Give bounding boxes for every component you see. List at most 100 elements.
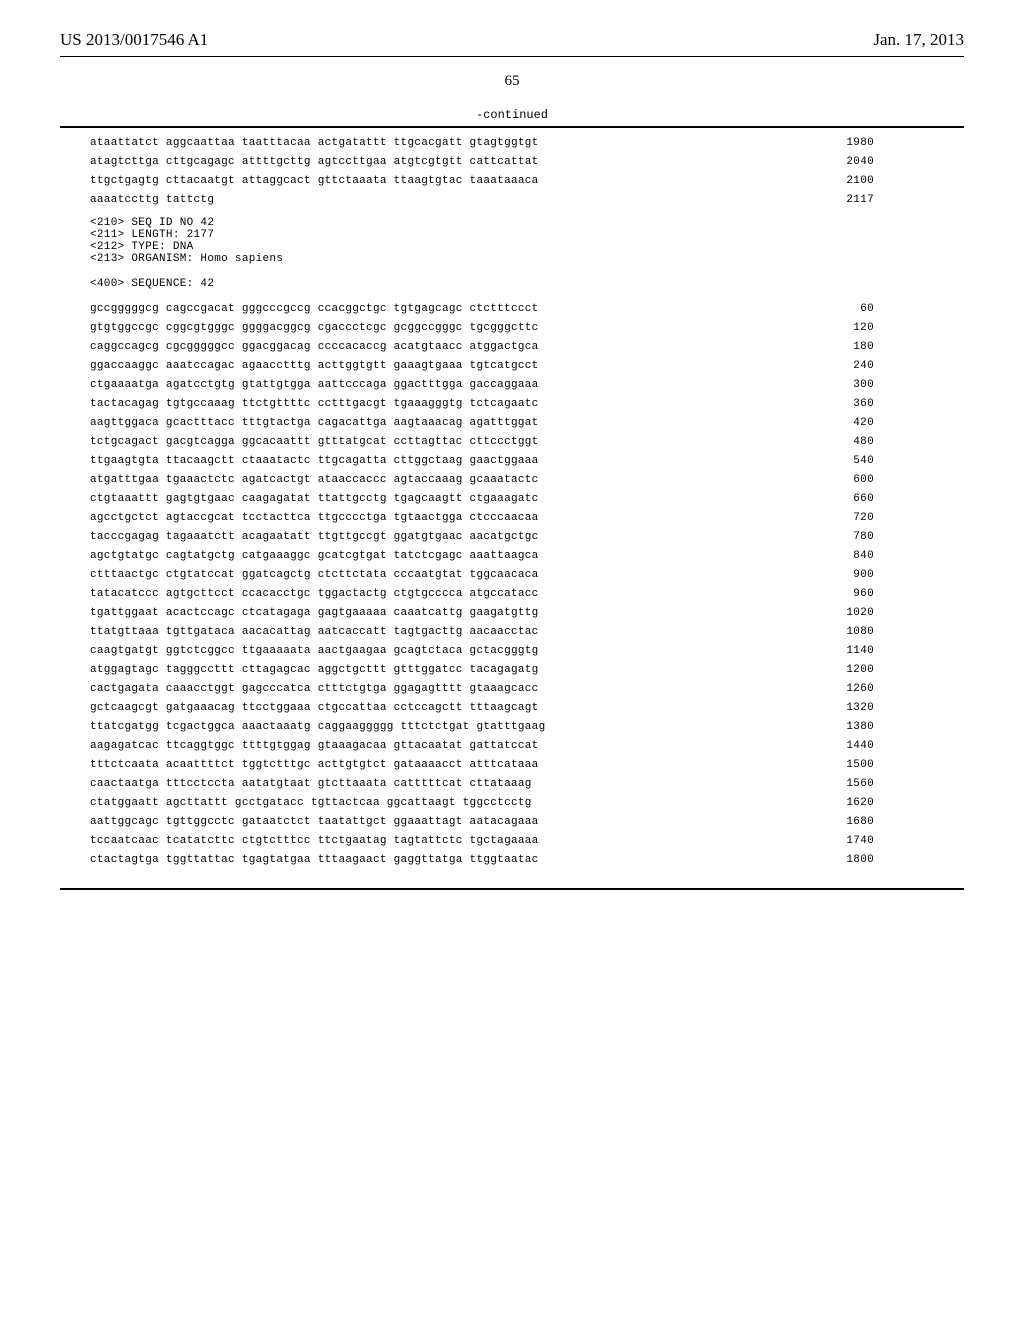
sequence-position: 1800 [824,855,874,866]
sequence-position: 1080 [824,627,874,638]
sequence-line: tacccgagag tagaaatctt acagaatatt ttgttgc… [60,532,964,543]
sequence-line: tactacagag tgtgccaaag ttctgttttc cctttga… [60,399,964,410]
sequence-position: 240 [824,361,874,372]
sequence-position: 2100 [824,176,874,187]
seq41-tail-block: ataattatct aggcaattaa taatttacaa actgata… [60,138,964,206]
sequence-text: gccgggggcg cagccgacat gggcccgccg ccacggc… [90,304,539,315]
patent-number: US 2013/0017546 A1 [60,30,208,50]
sequence-text: ctactagtga tggttattac tgagtatgaa tttaaga… [90,855,539,866]
sequence-position: 1620 [824,798,874,809]
sequence-text: aagttggaca gcactttacc tttgtactga cagacat… [90,418,539,429]
sequence-text: ataattatct aggcaattaa taatttacaa actgata… [90,138,539,149]
sequence-line: caagtgatgt ggtctcggcc ttgaaaaata aactgaa… [60,646,964,657]
sequence-line: atgatttgaa tgaaactctc agatcactgt ataacca… [60,475,964,486]
seq-organism-line: <213> ORGANISM: Homo sapiens [60,254,964,265]
seq-type-line: <212> TYPE: DNA [60,242,964,253]
sequence-line: tccaatcaac tcatatcttc ctgtctttcc ttctgaa… [60,836,964,847]
sequence-text: ggaccaaggc aaatccagac agaacctttg acttggt… [90,361,539,372]
sequence-position: 300 [824,380,874,391]
sequence-line: tttctcaata acaattttct tggtctttgc acttgtg… [60,760,964,771]
seq-id-line: <210> SEQ ID NO 42 [60,218,964,229]
sequence-text: tttctcaata acaattttct tggtctttgc acttgtg… [90,760,539,771]
sequence-position: 360 [824,399,874,410]
sequence-line: tctgcagact gacgtcagga ggcacaattt gtttatg… [60,437,964,448]
publication-date: Jan. 17, 2013 [873,30,964,50]
sequence-line: gccgggggcg cagccgacat gggcccgccg ccacggc… [60,304,964,315]
sequence-text: cactgagata caaacctggt gagcccatca ctttctg… [90,684,539,695]
sequence-text: caggccagcg cgcgggggcc ggacggacag ccccaca… [90,342,539,353]
seq42-header: <210> SEQ ID NO 42 <211> LENGTH: 2177 <2… [60,218,964,265]
sequence-position: 840 [824,551,874,562]
sequence-text: atgatttgaa tgaaactctc agatcactgt ataacca… [90,475,539,486]
sequence-position: 600 [824,475,874,486]
seq-length-line: <211> LENGTH: 2177 [60,230,964,241]
sequence-text: atggagtagc tagggccttt cttagagcac aggctgc… [90,665,539,676]
sequence-line: agctgtatgc cagtatgctg catgaaaggc gcatcgt… [60,551,964,562]
sequence-text: ctgaaaatga agatcctgtg gtattgtgga aattccc… [90,380,539,391]
sequence-line: aagttggaca gcactttacc tttgtactga cagacat… [60,418,964,429]
sequence-text: tgattggaat acactccagc ctcatagaga gagtgaa… [90,608,539,619]
sequence-position: 720 [824,513,874,524]
sequence-position: 1560 [824,779,874,790]
sequence-container: ataattatct aggcaattaa taatttacaa actgata… [60,126,964,890]
sequence-text: agctgtatgc cagtatgctg catgaaaggc gcatcgt… [90,551,539,562]
page-number: 65 [60,73,964,90]
sequence-position: 1200 [824,665,874,676]
sequence-line: aattggcagc tgttggcctc gataatctct taatatt… [60,817,964,828]
sequence-position: 60 [824,304,874,315]
sequence-line: atggagtagc tagggccttt cttagagcac aggctgc… [60,665,964,676]
sequence-position: 120 [824,323,874,334]
sequence-text: tctgcagact gacgtcagga ggcacaattt gtttatg… [90,437,539,448]
sequence-text: ctttaactgc ctgtatccat ggatcagctg ctcttct… [90,570,539,581]
sequence-position: 1680 [824,817,874,828]
sequence-line: ttatgttaaa tgttgataca aacacattag aatcacc… [60,627,964,638]
sequence-text: tccaatcaac tcatatcttc ctgtctttcc ttctgaa… [90,836,539,847]
sequence-text: ttgaagtgta ttacaagctt ctaaatactc ttgcaga… [90,456,539,467]
sequence-line: gctcaagcgt gatgaaacag ttcctggaaa ctgccat… [60,703,964,714]
sequence-position: 1260 [824,684,874,695]
sequence-text: caagtgatgt ggtctcggcc ttgaaaaata aactgaa… [90,646,539,657]
sequence-text: tacccgagag tagaaatctt acagaatatt ttgttgc… [90,532,539,543]
sequence-position: 1740 [824,836,874,847]
sequence-text: ttatgttaaa tgttgataca aacacattag aatcacc… [90,627,539,638]
sequence-position: 1140 [824,646,874,657]
sequence-line: tgattggaat acactccagc ctcatagaga gagtgaa… [60,608,964,619]
sequence-position: 1380 [824,722,874,733]
sequence-line: agcctgctct agtaccgcat tcctacttca ttgcccc… [60,513,964,524]
sequence-line: gtgtggccgc cggcgtgggc ggggacggcg cgaccct… [60,323,964,334]
sequence-position: 420 [824,418,874,429]
sequence-text: ttgctgagtg cttacaatgt attaggcact gttctaa… [90,176,539,187]
sequence-text: agcctgctct agtaccgcat tcctacttca ttgcccc… [90,513,539,524]
sequence-position: 2040 [824,157,874,168]
sequence-line: ctatggaatt agcttattt gcctgatacc tgttactc… [60,798,964,809]
sequence-position: 180 [824,342,874,353]
sequence-position: 1020 [824,608,874,619]
sequence-position: 660 [824,494,874,505]
seq-sequence-label: <400> SEQUENCE: 42 [60,279,964,290]
sequence-text: tactacagag tgtgccaaag ttctgttttc cctttga… [90,399,539,410]
sequence-text: ctatggaatt agcttattt gcctgatacc tgttactc… [90,798,532,809]
sequence-text: aattggcagc tgttggcctc gataatctct taatatt… [90,817,539,828]
sequence-text: ctgtaaattt gagtgtgaac caagagatat ttattgc… [90,494,539,505]
header-rule [60,56,964,57]
sequence-position: 1500 [824,760,874,771]
sequence-text: tatacatccc agtgcttcct ccacacctgc tggacta… [90,589,539,600]
sequence-text: caactaatga tttcctccta aatatgtaat gtcttaa… [90,779,532,790]
sequence-line: caactaatga tttcctccta aatatgtaat gtcttaa… [60,779,964,790]
continued-label: -continued [60,108,964,122]
sequence-line: aagagatcac ttcaggtggc ttttgtggag gtaaaga… [60,741,964,752]
seq42-lines-block: gccgggggcg cagccgacat gggcccgccg ccacggc… [60,304,964,866]
sequence-line: atagtcttga cttgcagagc attttgcttg agtcctt… [60,157,964,168]
sequence-text: aaaatccttg tattctg [90,195,214,206]
sequence-position: 2117 [824,195,874,206]
sequence-line: aaaatccttg tattctg 2117 [60,195,964,206]
sequence-position: 1440 [824,741,874,752]
sequence-position: 960 [824,589,874,600]
sequence-line: ttgaagtgta ttacaagctt ctaaatactc ttgcaga… [60,456,964,467]
sequence-line: ctgaaaatga agatcctgtg gtattgtgga aattccc… [60,380,964,391]
sequence-line: ttgctgagtg cttacaatgt attaggcact gttctaa… [60,176,964,187]
sequence-line: ctttaactgc ctgtatccat ggatcagctg ctcttct… [60,570,964,581]
sequence-position: 900 [824,570,874,581]
sequence-line: ctgtaaattt gagtgtgaac caagagatat ttattgc… [60,494,964,505]
sequence-line: cactgagata caaacctggt gagcccatca ctttctg… [60,684,964,695]
